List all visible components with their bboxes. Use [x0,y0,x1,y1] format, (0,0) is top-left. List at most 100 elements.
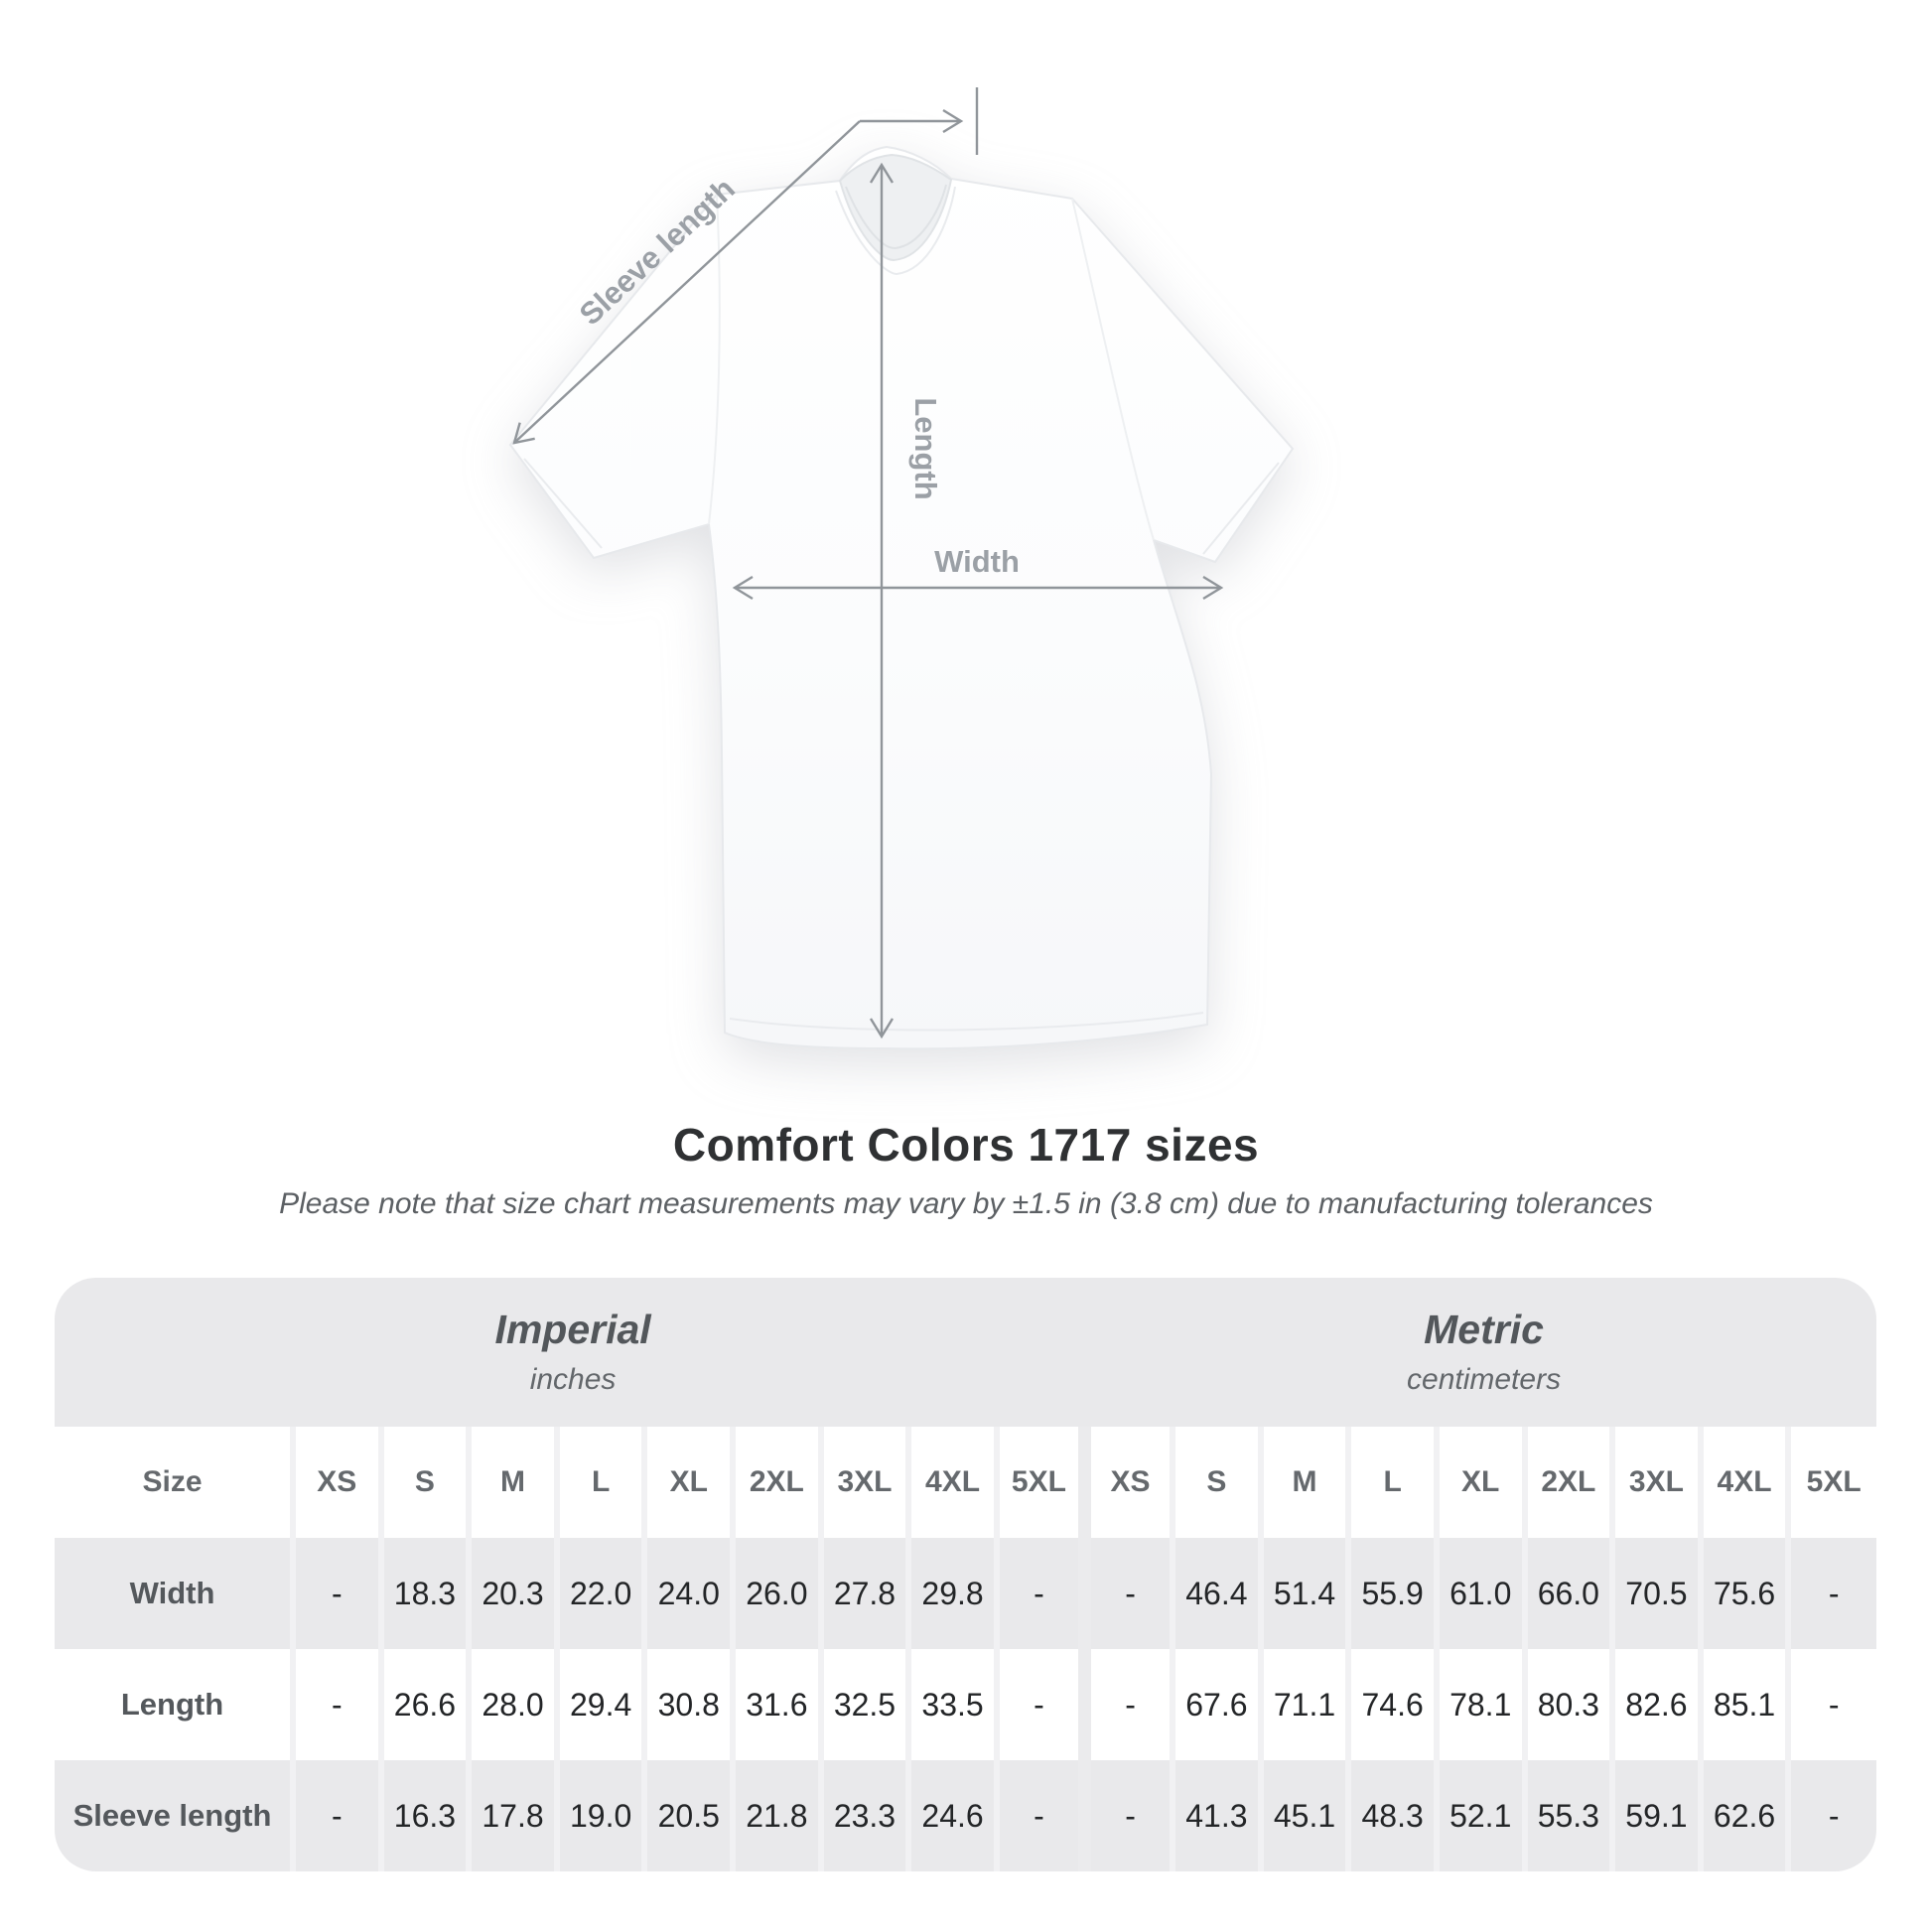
left-cuff-stitch [523,458,603,549]
table-body: Size XS S M L XL 2XL 3XL 4XL 5XL XS S M L XL 2XL 3XL 4XL 5… [55,1427,1876,1871]
width-label: Width [934,544,1020,579]
measurement-cell: 24.6 [905,1760,997,1871]
measurement-cell: 19.0 [553,1760,645,1871]
measurement-cell: - [1078,1649,1173,1760]
measurement-cell: 59.1 [1609,1760,1701,1871]
measurement-cell: 18.3 [377,1538,470,1649]
measurement-cell: 66.0 [1521,1538,1613,1649]
table-row: Length -26.6 28.0 29.4 30.8 31.6 32.5 33.5- -67.… [55,1649,1876,1760]
measurement-cell: 26.0 [730,1538,821,1649]
size-column-header-imperial-3xl: 3XL [817,1427,909,1538]
metric-label: Metric [1424,1307,1544,1353]
measurement-cell: - [1785,1538,1876,1649]
measurement-cell: 52.1 [1433,1760,1525,1871]
measurement-cell: - [993,1760,1085,1871]
measurement-cell: 20.3 [466,1538,557,1649]
size-column-header-metric-4xl: 4XL [1697,1427,1789,1538]
length-label: Length [908,397,943,499]
measurement-cell: 27.8 [817,1538,909,1649]
measurement-cell: 28.0 [466,1649,557,1760]
tshirt-measurement-diagram: Sleeve length Length Width [508,87,1295,1050]
size-column-header-imperial-5xl: 5XL [993,1427,1085,1538]
measurement-cell: 55.3 [1521,1760,1613,1871]
size-column-header-metric-2xl: 2XL [1521,1427,1613,1538]
measurement-cell: 21.8 [730,1760,821,1871]
imperial-unit-label: inches [529,1362,617,1396]
measurement-arrows [512,87,1224,1039]
measurement-cell: 32.5 [817,1649,909,1760]
measurement-cell: - [1785,1649,1876,1760]
measurement-cell: 22.0 [553,1538,645,1649]
row-label: Length [55,1649,293,1760]
measurement-cell: 67.6 [1170,1649,1261,1760]
row-label: Sleeve length [55,1760,293,1871]
measurement-cell: 41.3 [1170,1760,1261,1871]
measurement-cell: 26.6 [377,1649,470,1760]
measurement-cell: 55.9 [1345,1538,1437,1649]
measurement-cell: 70.5 [1609,1538,1701,1649]
collar-stitch [845,184,947,250]
measurement-cell: 33.5 [905,1649,997,1760]
sleeve-length-arrow [512,120,861,445]
metric-unit-label: centimeters [1407,1362,1562,1396]
size-column-header-imperial-xl: XL [641,1427,734,1538]
page-title: Comfort Colors 1717 sizes [672,1119,1260,1171]
measurement-cell: 48.3 [1345,1760,1437,1871]
table-row: Sleeve length -16.3 17.8 19.0 20.5 21.8 23.3 24… [55,1760,1876,1871]
size-measurements-table: Size XS S M L XL 2XL 3XL 4XL 5XL XS S M L XL 2XL 3XL 4XL 5… [55,1427,1876,1871]
measurement-cell: - [290,1538,381,1649]
measurement-cell: 74.6 [1345,1649,1437,1760]
measurement-cell: 82.6 [1609,1649,1701,1760]
hem-stitch [729,1012,1204,1032]
measurement-cell: 31.6 [730,1649,821,1760]
size-column-header-metric-xl: XL [1433,1427,1525,1538]
size-column-header-metric-s: S [1170,1427,1261,1538]
size-column-header-imperial-l: L [553,1427,645,1538]
measurement-cell: 61.0 [1433,1538,1525,1649]
size-header-cell: Size [55,1427,293,1538]
size-column-header-metric-xs: XS [1078,1427,1173,1538]
imperial-label: Imperial [494,1307,651,1353]
table-row: Width -18.3 20.3 22.0 24.0 26.0 27.8 29.8- -46.4… [55,1538,1876,1649]
table-header-row: Size XS S M L XL 2XL 3XL 4XL 5XL XS S M L XL 2XL 3XL 4XL 5… [55,1427,1876,1538]
measurement-cell: - [993,1649,1085,1760]
size-column-header-metric-3xl: 3XL [1609,1427,1701,1538]
unit-header-band: Imperial inches Metric centimeters [55,1278,1876,1427]
right-sleeve-seam [1071,198,1155,541]
size-column-header-metric-l: L [1345,1427,1437,1538]
imperial-group-header: Imperial inches [55,1278,1091,1427]
measurement-cell: - [1078,1760,1173,1871]
measurement-cell: 45.1 [1257,1760,1349,1871]
measurement-cell: 20.5 [641,1760,734,1871]
title-block: Comfort Colors 1717 sizes Please note th… [0,1118,1932,1221]
measurement-cell: - [1785,1760,1876,1871]
measurement-cell: 24.0 [641,1538,734,1649]
measurement-cell: 78.1 [1433,1649,1525,1760]
measurement-cell: 29.8 [905,1538,997,1649]
measurement-cell: 80.3 [1521,1649,1613,1760]
measurement-cell: - [290,1760,381,1871]
right-cuff-stitch [1202,462,1280,555]
measurement-cell: 16.3 [377,1760,470,1871]
size-table: Imperial inches Metric centimeters Size X… [55,1278,1876,1871]
measurement-cell: 29.4 [553,1649,645,1760]
measurement-cell: - [290,1649,381,1760]
measurement-cell: 62.6 [1697,1760,1789,1871]
size-column-header-imperial-s: S [377,1427,470,1538]
measurement-cell: 46.4 [1170,1538,1261,1649]
size-column-header-imperial-m: M [466,1427,557,1538]
measurement-cell: 85.1 [1697,1649,1789,1760]
measurement-cell: 23.3 [817,1760,909,1871]
measurement-cell: 30.8 [641,1649,734,1760]
measurement-cell: - [1078,1538,1173,1649]
left-sleeve-seam [708,194,721,525]
size-column-header-metric-m: M [1257,1427,1349,1538]
measurement-cell: 51.4 [1257,1538,1349,1649]
metric-group-header: Metric centimeters [1091,1278,1876,1427]
collar-outer-stitch [835,186,956,276]
measurement-cell: 75.6 [1697,1538,1789,1649]
tolerance-note: Please note that size chart measurements… [279,1187,1653,1220]
size-column-header-imperial-xs: XS [290,1427,381,1538]
row-label: Width [55,1538,293,1649]
size-column-header-metric-5xl: 5XL [1785,1427,1876,1538]
